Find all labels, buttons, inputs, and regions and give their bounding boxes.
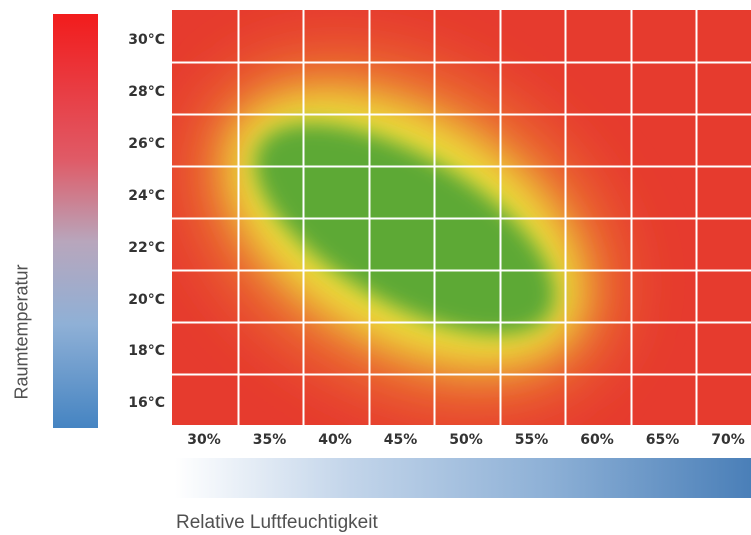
y-axis-label: Raumtemperatur: [11, 264, 32, 400]
humidity-scale-bar: [175, 458, 751, 498]
x-tick-label: 65%: [645, 432, 680, 448]
y-tick-label: 26°C: [128, 135, 165, 152]
temperature-scale-bar: [53, 14, 98, 428]
x-tick-label: 40%: [318, 432, 352, 448]
x-tick-label: 45%: [383, 432, 418, 448]
heatmap-plot: [172, 10, 751, 425]
x-tick-label: 35%: [252, 432, 287, 448]
y-tick-label: 30°C: [128, 32, 165, 48]
y-tick-label: 22°C: [128, 239, 165, 256]
y-tick-label: 16°C: [128, 395, 165, 412]
x-tick-label: 60%: [580, 432, 614, 448]
y-tick-label: 18°C: [128, 343, 165, 360]
heatmap-svg: [172, 10, 751, 425]
x-tick-label: 50%: [449, 432, 483, 448]
y-tick-label: 24°C: [128, 187, 165, 204]
x-axis-label: Relative Luftfeuchtigkeit: [176, 512, 378, 533]
comfort-zone-green: [254, 123, 556, 335]
x-tick-label: 55%: [514, 432, 549, 448]
y-tick-label: 28°C: [128, 83, 165, 100]
grid-lines: [172, 10, 751, 425]
x-tick-label: 70%: [711, 432, 745, 448]
y-tick-label: 20°C: [128, 291, 165, 308]
x-tick-label: 30%: [187, 432, 221, 448]
